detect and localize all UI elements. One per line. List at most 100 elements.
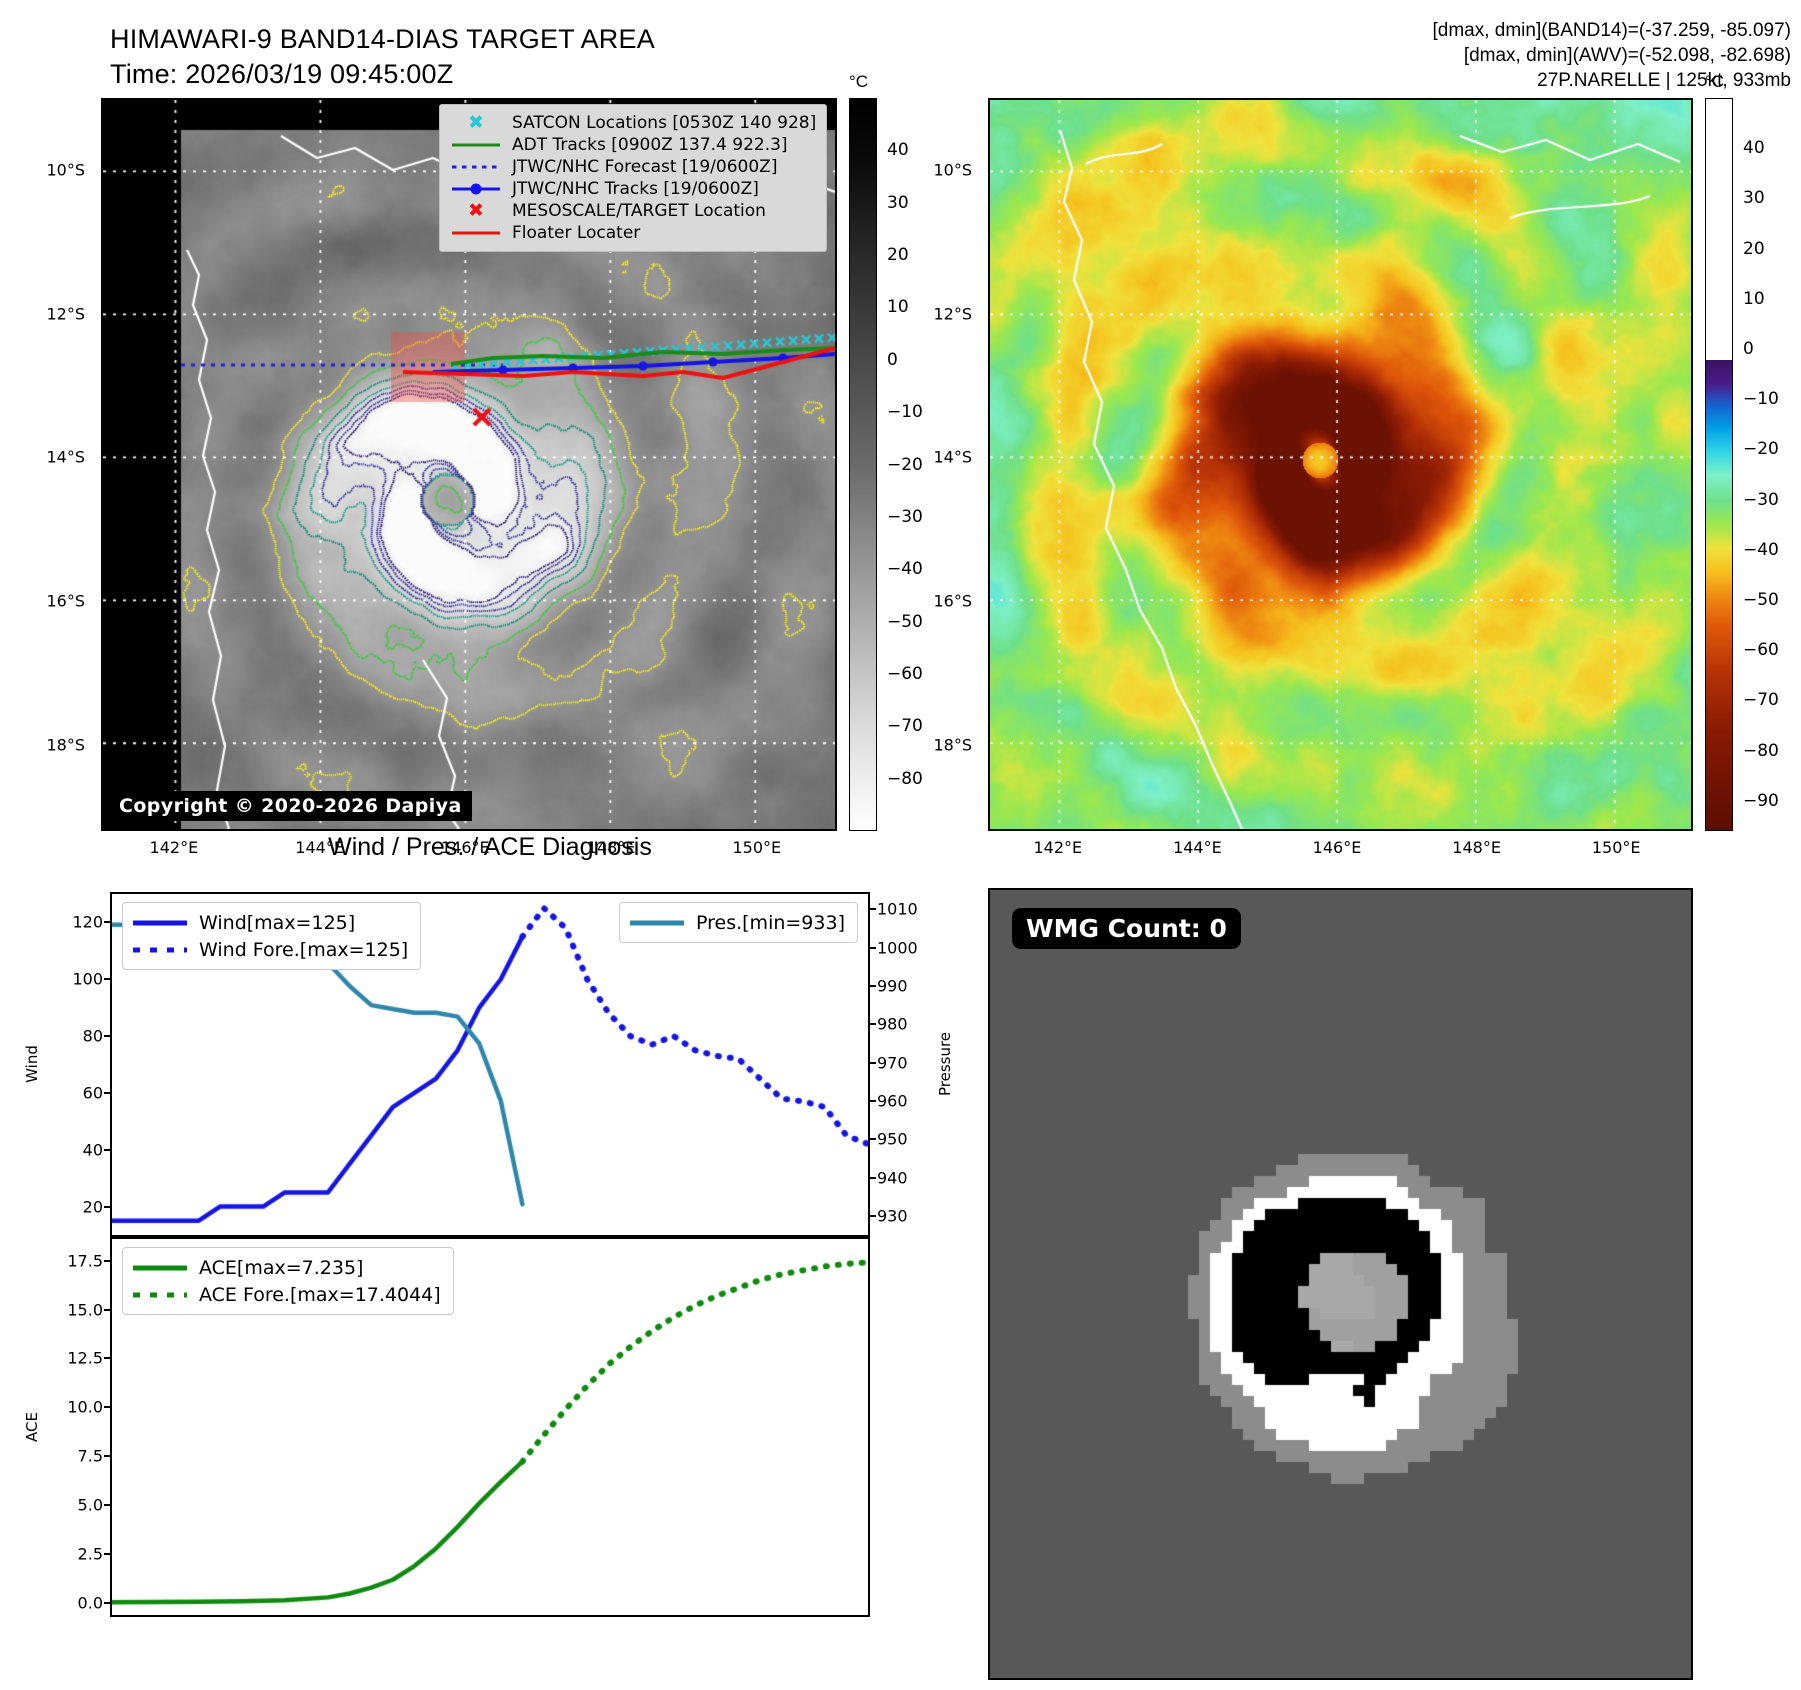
y-tick-right bbox=[868, 1138, 876, 1141]
longitude-tick-label: 146°E bbox=[1312, 838, 1362, 857]
wind-axis-label: Wind bbox=[23, 1045, 41, 1083]
colorbar-tick-label: 10 bbox=[1743, 288, 1765, 309]
y-tick-right bbox=[868, 908, 876, 911]
y-tick bbox=[104, 1602, 112, 1605]
longitude-tick-label: 144°E bbox=[295, 838, 344, 857]
colorbar-tick-label: 0 bbox=[887, 349, 898, 370]
dotted-line-icon bbox=[131, 1285, 189, 1305]
legend-item: Wind[max=125] bbox=[131, 909, 408, 936]
ace-tick-label: 15.0 bbox=[67, 1300, 103, 1319]
page-title: HIMAWARI-9 BAND14-DIAS TARGET AREA Time:… bbox=[110, 22, 870, 92]
y-tick bbox=[104, 1504, 112, 1507]
y-tick bbox=[104, 1455, 112, 1458]
colorbar-tick-label: −20 bbox=[1743, 439, 1779, 460]
awv-map-panel[interactable] bbox=[988, 98, 1693, 831]
longitude-tick-label: 142°E bbox=[149, 838, 199, 857]
colorbar-tick-label: −30 bbox=[1743, 489, 1779, 510]
latitude-tick-label: 18°S bbox=[46, 735, 85, 755]
colorbar-tick-label: −20 bbox=[887, 454, 923, 475]
latitude-tick-label: 12°S bbox=[46, 304, 85, 324]
latitude-tick-label: 12°S bbox=[933, 304, 972, 324]
legend-item: ADT Tracks [0900Z 137.4 922.3] bbox=[448, 134, 816, 156]
latitude-tick-label: 10°S bbox=[46, 160, 85, 180]
pressure-legend: Pres.[min=933] bbox=[619, 902, 858, 943]
colorbar-tick-label: −90 bbox=[1743, 790, 1779, 811]
legend-item: ✖ SATCON Locations [0530Z 140 928] bbox=[448, 112, 816, 134]
legend-item-label: Pres.[min=933] bbox=[696, 911, 845, 934]
longitude-tick-label: 148°E bbox=[1452, 838, 1501, 857]
ir-map-panel[interactable]: ✖ SATCON Locations [0530Z 140 928] ADT Tra… bbox=[101, 98, 837, 831]
awv-map-image bbox=[990, 100, 1691, 829]
y-tick bbox=[104, 1035, 112, 1038]
ace-tick-label: 12.5 bbox=[67, 1348, 103, 1368]
chart-title: Wind / Pres. / ACE Diagnosis bbox=[328, 833, 652, 861]
colorbar-tick-label: −70 bbox=[887, 716, 923, 737]
pressure-tick-label: 960 bbox=[877, 1091, 908, 1111]
awv-colorbar-title: °C bbox=[1705, 72, 1725, 91]
colorbar-tick-label: −80 bbox=[1743, 740, 1779, 761]
legend-item-label: ADT Tracks [0900Z 137.4 922.3] bbox=[512, 135, 788, 155]
latitude-tick-label: 14°S bbox=[933, 447, 972, 467]
y-tick bbox=[104, 1259, 112, 1262]
colorbar-tick-label: 20 bbox=[887, 245, 909, 266]
longitude-tick-label: 148°E bbox=[586, 838, 636, 857]
ace-tick-label: 2.5 bbox=[77, 1544, 103, 1564]
solid-line-icon bbox=[628, 913, 686, 933]
colorbar-tick-label: −40 bbox=[1743, 539, 1779, 560]
legend-item: ACE[max=7.235] bbox=[131, 1254, 441, 1281]
ace-tick-label: 17.5 bbox=[67, 1251, 103, 1271]
colorbar-tick-label: −60 bbox=[1743, 640, 1779, 661]
legend-item-label: JTWC/NHC Forecast [19/0600Z] bbox=[512, 157, 778, 177]
ace-tick-label: 10.0 bbox=[67, 1397, 103, 1417]
pressure-tick-label: 990 bbox=[877, 976, 908, 996]
latitude-tick-label: 18°S bbox=[933, 735, 972, 755]
legend-item: Wind Fore.[max=125] bbox=[131, 936, 408, 963]
latitude-tick-label: 14°S bbox=[46, 447, 85, 467]
legend-item-label: ACE Fore.[max=17.4044] bbox=[199, 1283, 441, 1306]
title-time: Time: 2026/03/19 09:45:00Z bbox=[110, 59, 454, 89]
pressure-tick-label: 1010 bbox=[877, 899, 918, 919]
ir-latitude-axis: 10°S 12°S 14°S 16°S 18°S bbox=[0, 98, 95, 831]
wind-tick-label: 120 bbox=[72, 912, 103, 932]
wmg-image bbox=[990, 890, 1691, 1678]
wind-pressure-plot[interactable]: Wind[max=125] Wind Fore.[max=125] Pres.[m… bbox=[72, 892, 918, 1237]
awv-colorbar: °C 40 30 20 10 0 −10 −20 −30 −40 −50 −60 −70 −80 −90 bbox=[1705, 72, 1779, 831]
colorbar-tick-label: −10 bbox=[1743, 389, 1779, 410]
y-tick bbox=[104, 1308, 112, 1311]
y-tick-right bbox=[868, 946, 876, 949]
pressure-axis-label: Pressure bbox=[936, 1031, 954, 1097]
legend-item-label: SATCON Locations [0530Z 140 928] bbox=[512, 113, 817, 133]
legend-item: Floater Locater bbox=[448, 222, 816, 244]
solid-line-icon bbox=[448, 223, 504, 243]
ir-colorbar-gradient bbox=[849, 98, 877, 831]
y-tick bbox=[104, 1357, 112, 1360]
ir-colorbar-title: °C bbox=[849, 72, 869, 91]
legend-item-label: Wind[max=125] bbox=[199, 911, 356, 934]
dotted-line-icon bbox=[448, 157, 504, 177]
wind-tick-label: 80 bbox=[82, 1026, 103, 1046]
ace-tick-label: 0.0 bbox=[77, 1593, 103, 1613]
wmg-panel[interactable]: WMG Count: 0 bbox=[988, 888, 1693, 1680]
colorbar-tick-label: −80 bbox=[887, 768, 923, 789]
colorbar-tick-label: 30 bbox=[1743, 188, 1765, 209]
colorbar-tick-label: 40 bbox=[887, 140, 909, 161]
pressure-tick-label: 1000 bbox=[877, 938, 918, 958]
wind-tick-label: 100 bbox=[72, 969, 103, 989]
ace-tick-label: 7.5 bbox=[77, 1446, 103, 1466]
y-tick bbox=[104, 978, 112, 981]
ir-longitude-axis: 142°E 144°E 146°E 148°E 150°E bbox=[101, 838, 837, 862]
colorbar-tick-label: −60 bbox=[887, 663, 923, 684]
dmax-band14-text: [dmax, dmin](BAND14)=(-37.259, -85.097) bbox=[1432, 20, 1791, 41]
ace-plot[interactable]: ACE[max=7.235] ACE Fore.[max=17.4044] 0.0… bbox=[67, 1237, 870, 1617]
awv-colorbar-gradient bbox=[1705, 98, 1733, 831]
y-tick bbox=[104, 1406, 112, 1409]
pressure-tick-label: 930 bbox=[877, 1206, 908, 1226]
legend-item-label: ACE[max=7.235] bbox=[199, 1256, 364, 1279]
colorbar-tick-label: 40 bbox=[1743, 138, 1765, 159]
colorbar-tick-label: −50 bbox=[887, 611, 923, 632]
header-metrics: [dmax, dmin](BAND14)=(-37.259, -85.097) … bbox=[1432, 18, 1791, 93]
latitude-tick-label: 16°S bbox=[933, 591, 972, 611]
x-marker-icon: ✖ bbox=[468, 199, 484, 222]
wmg-count-badge: WMG Count: 0 bbox=[1012, 908, 1241, 949]
solid-line-icon bbox=[131, 1258, 189, 1278]
